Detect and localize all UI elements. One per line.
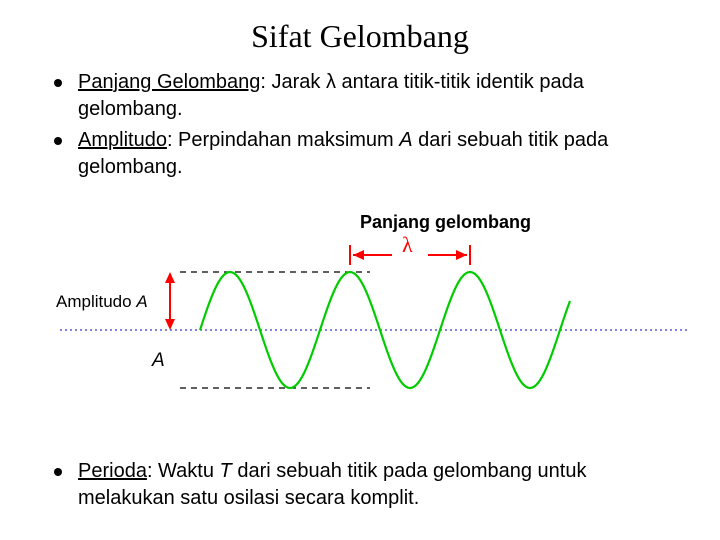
bullet-1-term: Panjang Gelombang <box>78 71 260 93</box>
amplitude-label: Amplitudo A <box>56 292 148 312</box>
bullet-3-rest1: : Waktu <box>147 460 220 482</box>
bullet-3-T: T <box>220 460 232 482</box>
bullet-2-term: Amplitudo <box>78 129 167 151</box>
bullet-dot-icon <box>54 468 62 476</box>
bullet-1: Panjang Gelombang: Jarak λ antara titik-… <box>54 69 686 123</box>
bullet-2-A: A <box>399 129 412 151</box>
bullet-2: Amplitudo: Perpindahan maksimum A dari s… <box>54 127 686 181</box>
bullet-dot-icon <box>54 137 62 145</box>
bullet-1-lambda: λ <box>326 71 336 93</box>
bullet-dot-icon <box>54 79 62 87</box>
bullet-list-bottom: Perioda: Waktu T dari sebuah titik pada … <box>54 458 686 516</box>
bullet-2-text: Amplitudo: Perpindahan maksimum A dari s… <box>78 127 686 181</box>
lambda-label: λ <box>402 232 413 258</box>
bullet-3: Perioda: Waktu T dari sebuah titik pada … <box>54 458 686 512</box>
amplitude-word: Amplitudo <box>56 292 132 311</box>
page-title: Sifat Gelombang <box>0 0 720 69</box>
bullet-3-term: Perioda <box>78 460 147 482</box>
a-mid-label: A <box>152 350 165 372</box>
bullet-3-text: Perioda: Waktu T dari sebuah titik pada … <box>78 458 686 512</box>
bullet-1-text: Panjang Gelombang: Jarak λ antara titik-… <box>78 69 686 123</box>
amplitude-A: A <box>136 292 147 311</box>
wavelength-caption: Panjang gelombang <box>360 212 531 233</box>
bullet-1-rest1: : Jarak <box>260 71 326 93</box>
bullet-list-top: Panjang Gelombang: Jarak λ antara titik-… <box>0 69 720 181</box>
bullet-2-rest1: : Perpindahan maksimum <box>167 129 399 151</box>
